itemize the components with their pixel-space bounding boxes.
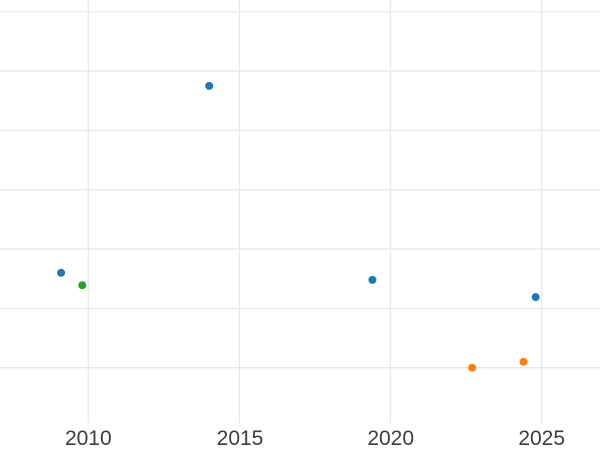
- x-axis-tick-label: 2015: [217, 427, 264, 450]
- x-axis-tick-label: 2025: [518, 427, 565, 450]
- horizontal-gridlines: [0, 11, 600, 369]
- data-point-blue: [57, 268, 66, 277]
- x-axis-tick-label: 2020: [367, 427, 414, 450]
- data-point-blue: [368, 275, 377, 284]
- data-point-blue: [531, 293, 540, 302]
- data-points: [57, 81, 540, 372]
- x-axis-tick-label: 2010: [65, 427, 112, 450]
- vertical-gridlines: [87, 0, 543, 423]
- data-point-orange: [468, 363, 477, 372]
- data-point-blue: [205, 81, 214, 90]
- x-axis-tick-labels: 2010 2015 2020 2025: [65, 427, 565, 450]
- data-point-orange: [519, 357, 528, 366]
- data-point-green: [78, 281, 87, 290]
